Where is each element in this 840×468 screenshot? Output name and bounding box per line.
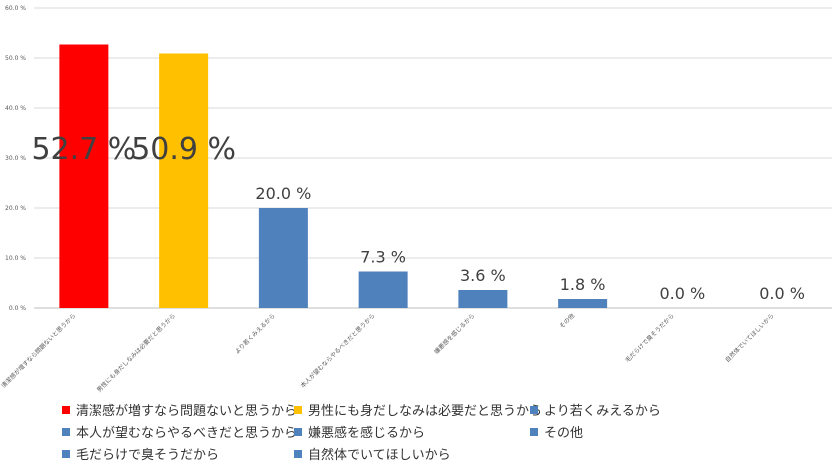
data-label: 50.9 % [131, 132, 236, 167]
x-tick-label: その他 [558, 312, 576, 330]
legend-entry: 自然体でいてほしいから [294, 444, 530, 463]
x-tick-label: 本人が望むならやるべきだと思うから [299, 312, 377, 390]
legend-label: 毛だらけで臭そうだから [76, 448, 220, 463]
legend-swatch [530, 405, 538, 414]
legend-label: より若くみえるから [544, 404, 661, 419]
legend-label: 清潔感が増すなら問題ないと思うから [76, 404, 298, 419]
y-tick-label: 0.0 % [9, 305, 26, 312]
bar [358, 271, 408, 308]
legend-swatch [62, 405, 70, 414]
legend-swatch [62, 449, 70, 458]
legend-swatch [530, 427, 538, 436]
bar [458, 290, 508, 308]
legend-swatch [294, 449, 302, 458]
x-tick-label: 毛だらけで臭そうだから [623, 312, 675, 364]
legend-label: 男性にも身だしなみは必要だと思うから [308, 404, 543, 419]
legend-entry: 清潔感が増すなら問題ないと思うから [62, 400, 298, 419]
legend-label: 本人が望むならやるべきだと思うから [76, 426, 298, 441]
data-label: 52.7 % [31, 132, 136, 167]
x-tick-label: より若くみえるから [233, 312, 277, 356]
data-label: 1.8 % [560, 275, 606, 294]
x-tick-label: 嫌悪感を感じるから [432, 312, 476, 356]
data-label: 20.0 % [255, 184, 311, 203]
legend-label: その他 [544, 426, 584, 441]
data-label: 7.3 % [360, 248, 406, 267]
data-label: 0.0 % [759, 284, 805, 303]
legend-entry: 男性にも身だしなみは必要だと思うから [294, 400, 542, 419]
x-tick-label: 自然体でいてほしいから [723, 312, 775, 364]
x-tick-label: 男性にも身だしなみは必要だと思うから [95, 312, 177, 394]
chart-legend: 清潔感が増すなら問題ないと思うから 男性にも身だしなみは必要だと思うから より若くみ… [62, 400, 762, 463]
legend-entry: その他 [530, 422, 730, 441]
bar [159, 53, 209, 308]
y-tick-label: 30.0 % [5, 155, 26, 162]
y-tick-label: 50.0 % [5, 55, 26, 62]
data-label: 3.6 % [460, 266, 506, 285]
y-tick-label: 60.0 % [5, 5, 26, 12]
y-tick-label: 40.0 % [5, 105, 26, 112]
bar [258, 208, 308, 308]
data-label: 0.0 % [660, 284, 706, 303]
y-tick-label: 20.0 % [5, 205, 26, 212]
legend-entry: 本人が望むならやるべきだと思うから [62, 422, 298, 441]
legend-label: 自然体でいてほしいから [308, 448, 451, 463]
legend-swatch [294, 427, 302, 436]
legend-swatch [294, 405, 302, 414]
legend-entry: より若くみえるから [530, 400, 730, 419]
legend-swatch [62, 427, 70, 436]
x-tick-label: 清潔感が増すなら問題ないと思うから [0, 312, 77, 390]
y-tick-label: 10.0 % [5, 255, 26, 262]
legend-entry: 嫌悪感を感じるから [294, 422, 530, 441]
legend-label: 嫌悪感を感じるから [308, 426, 426, 441]
bar [558, 299, 608, 308]
legend-entry: 毛だらけで臭そうだから [62, 444, 294, 463]
bar [59, 44, 109, 308]
